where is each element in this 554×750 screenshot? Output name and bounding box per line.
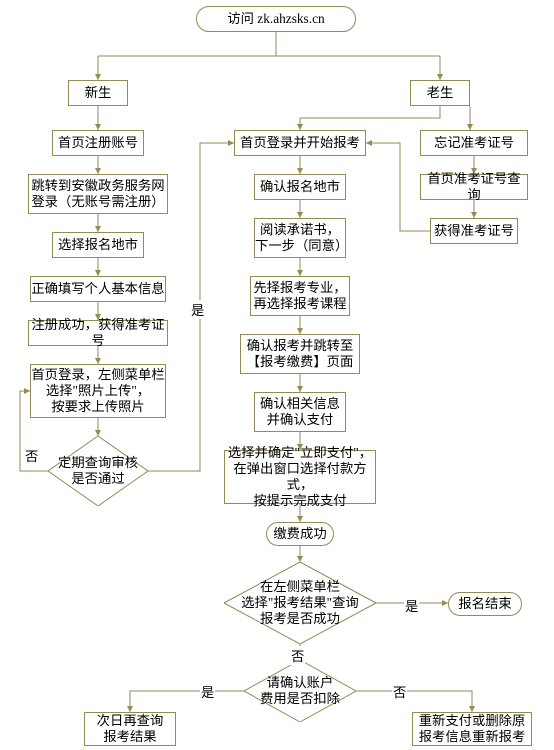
- node-old_s: 老生: [410, 80, 470, 106]
- flowchart-canvas: 访问 zk.ahzsks.cn 新生 老生首页注册账号跳转到安徽政务服务网 登录（无…: [0, 0, 554, 750]
- edge-label: 否: [392, 682, 407, 701]
- node-n_city: 选择报名地市: [52, 232, 144, 258]
- node-n_ok: 注册成功，获得准考证号: [28, 320, 168, 346]
- edge-label: 否: [290, 646, 305, 665]
- edge-label: 否: [24, 446, 39, 465]
- node-d_acct: 请确认账户 费用是否扣除: [244, 660, 356, 722]
- node-text-d_acct: 请确认账户 费用是否扣除: [244, 660, 356, 722]
- node-o_forgot: 忘记准考证号: [420, 130, 528, 156]
- node-m_login: 首页登录并开始报考: [234, 130, 366, 156]
- node-m_pay: 选择并确定"立即支付"， 在弹出窗口选择付款方式， 按提示完成支付: [224, 450, 376, 504]
- node-m_city: 确认报名地市: [254, 174, 346, 200]
- node-d_result: 在左侧菜单栏 选择"报考结果"查询 报考是否成功: [224, 562, 376, 644]
- node-m_agree: 阅读承诺书， 下一步（同意）: [254, 218, 346, 258]
- node-n_photo: 首页登录，左侧菜单栏 选择"照片上传"， 按要求上传照片: [30, 364, 166, 418]
- node-m_jump: 确认报考并跳转至 【报考缴费】页面: [240, 334, 360, 374]
- node-n_info: 正确填写个人基本信息: [30, 276, 166, 302]
- node-r_repay: 重新支付或删除原 报考信息重新报考: [412, 712, 532, 746]
- node-new_s: 新生: [68, 80, 128, 106]
- node-n_gov: 跳转到安徽政务服务网 登录（无账号需注册）: [28, 174, 168, 214]
- node-text-n_audit: 定期查询审核 是否通过: [48, 436, 148, 506]
- node-o_query: 首页准考证号查询: [420, 174, 528, 200]
- edge-label: 是: [404, 596, 419, 615]
- node-m_conf: 确认相关信息 并确认支付: [254, 392, 346, 432]
- node-start: 访问 zk.ahzsks.cn: [196, 6, 356, 32]
- node-n_reg: 首页注册账号: [52, 130, 144, 156]
- node-end: 报名结束: [448, 592, 522, 616]
- node-r_next: 次日再查询 报考结果: [84, 712, 176, 746]
- node-m_paid: 缴费成功: [266, 522, 334, 546]
- node-m_major: 先择报考专业， 再选择报考课程: [250, 276, 350, 316]
- edge-label: 是: [200, 682, 215, 701]
- node-o_got: 获得准考证号: [430, 218, 518, 244]
- node-n_audit: 定期查询审核 是否通过: [48, 436, 148, 506]
- edge-label: 是: [190, 300, 205, 319]
- node-text-d_result: 在左侧菜单栏 选择"报考结果"查询 报考是否成功: [224, 562, 376, 644]
